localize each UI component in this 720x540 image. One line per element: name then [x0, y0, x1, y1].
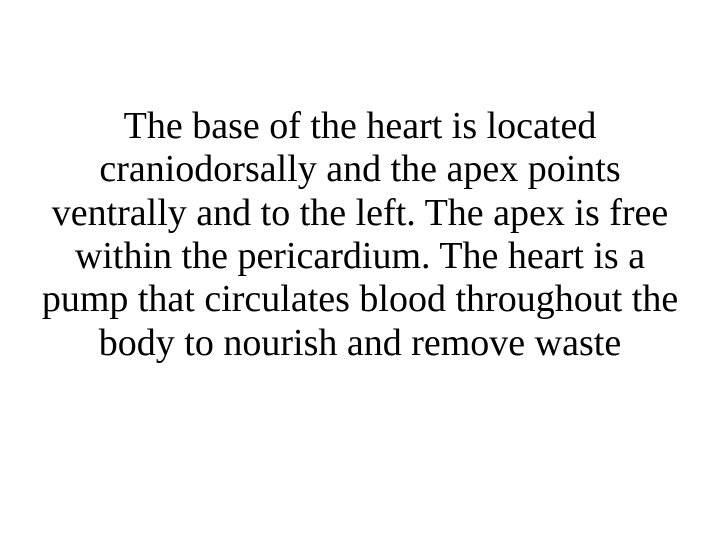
slide-container: The base of the heart is located craniod… — [0, 0, 720, 540]
body-text: The base of the heart is located craniod… — [30, 105, 690, 365]
